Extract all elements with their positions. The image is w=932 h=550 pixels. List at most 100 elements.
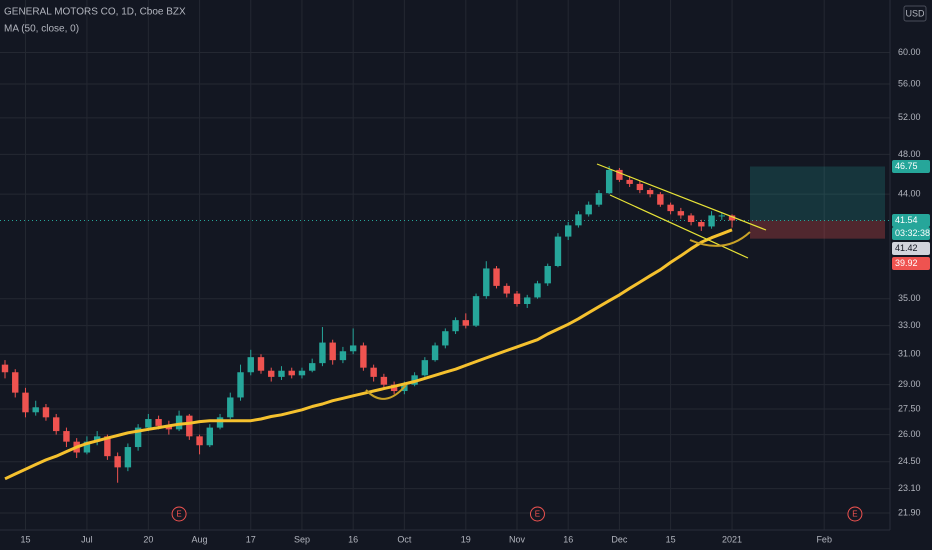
- candle-body: [349, 345, 357, 352]
- candle-body: [472, 296, 480, 326]
- x-tick-label: 17: [246, 534, 256, 544]
- candle-body: [196, 436, 203, 446]
- candle-body: [626, 179, 633, 184]
- earnings-marker[interactable]: [529, 506, 545, 522]
- y-tick-label: 26.00: [898, 429, 921, 439]
- candle-body: [513, 293, 521, 305]
- candle-body: [390, 384, 398, 392]
- y-tick-label: 35.00: [898, 293, 921, 303]
- candle-body: [104, 436, 111, 457]
- earnings-marker[interactable]: [847, 506, 863, 522]
- y-tick-label: 24.50: [898, 456, 921, 466]
- candle-body: [554, 236, 562, 267]
- earnings-label: E: [852, 510, 857, 519]
- candle-body: [83, 441, 91, 453]
- ma-legend: MA (50, close, 0): [4, 24, 79, 35]
- candle-body: [380, 376, 388, 385]
- y-tick-label: 21.90: [898, 507, 921, 517]
- arc-annotation: [689, 231, 751, 247]
- candle-body: [360, 345, 367, 368]
- price-tag: [892, 241, 930, 255]
- candle-body: [687, 215, 695, 223]
- currency-box[interactable]: [903, 5, 927, 22]
- y-tick-label: 33.00: [898, 320, 921, 330]
- x-tick-label: 19: [461, 534, 471, 544]
- candle-body: [431, 345, 439, 361]
- candle-body: [309, 363, 316, 371]
- candle-body: [503, 285, 510, 294]
- candle-body: [565, 225, 572, 237]
- earnings-marker[interactable]: [171, 506, 187, 522]
- candle-body: [145, 419, 152, 428]
- candle-body: [227, 397, 234, 418]
- candle-body: [186, 415, 193, 437]
- candle-body: [636, 183, 644, 191]
- candle-body: [1, 364, 9, 373]
- x-tick-label: Jul: [81, 534, 93, 544]
- x-tick-label: Sep: [294, 534, 310, 544]
- currency: USD: [905, 8, 925, 18]
- y-tick-label: 29.00: [898, 379, 921, 389]
- candle-body: [483, 268, 490, 297]
- candle-body: [534, 283, 541, 298]
- candle-body: [12, 372, 19, 393]
- candle-body: [646, 190, 654, 195]
- x-tick-label: Feb: [816, 534, 832, 544]
- candle-body: [442, 331, 449, 346]
- axes: 60.00 56.00 52.00 48.00 44.00 35.00 33.00 31.00…: [20, 47, 930, 545]
- chart-title: GENERAL MOTORS CO, 1D, Cboe BZX: [4, 7, 186, 18]
- candle-body: [165, 425, 173, 430]
- candle-body: [175, 415, 183, 430]
- x-tick-label: 2021: [722, 534, 742, 544]
- candle-body: [452, 320, 459, 332]
- candle-body: [237, 372, 244, 398]
- candle-body: [708, 215, 715, 227]
- y-tick-label: 60.00: [898, 47, 921, 57]
- y-tick-label: 48.00: [898, 149, 921, 159]
- x-tick-label: 15: [666, 534, 676, 544]
- y-tick-label: 56.00: [898, 78, 921, 88]
- x-tick-label: Aug: [192, 534, 208, 544]
- x-tick-label: Dec: [611, 534, 628, 544]
- candle-body: [42, 407, 50, 418]
- price-tag: [892, 256, 930, 270]
- candle-body: [298, 370, 306, 376]
- candle-body: [616, 169, 623, 180]
- price-tag: [892, 159, 930, 173]
- candle-body: [216, 417, 224, 428]
- candle-body: [206, 427, 213, 446]
- candle-body: [728, 215, 736, 221]
- price-tag: [892, 226, 930, 240]
- price-tag-label: 41.42: [895, 243, 918, 253]
- candle-body: [155, 419, 162, 426]
- candle-body: [677, 211, 685, 216]
- candle-body: [493, 268, 500, 286]
- y-tick-label: 52.00: [898, 112, 921, 122]
- candle-body: [329, 342, 336, 361]
- candle-body: [462, 320, 469, 326]
- candle-body: [667, 204, 674, 212]
- x-tick-label: Oct: [397, 534, 412, 544]
- candle-body: [247, 357, 254, 373]
- grid: [0, 0, 890, 530]
- y-tick-label: 27.50: [898, 403, 921, 413]
- channel-lower: [609, 194, 749, 259]
- y-tick-label: 44.00: [898, 189, 921, 199]
- candle-body: [32, 407, 39, 413]
- candle-body: [22, 392, 29, 413]
- price-tag-label: 03:32:38: [895, 228, 930, 238]
- earnings-label: E: [176, 510, 181, 519]
- candle-body: [114, 456, 121, 468]
- candle-body: [339, 351, 347, 361]
- candle-body: [268, 370, 275, 377]
- candle-body: [288, 370, 295, 376]
- candle-body: [585, 204, 592, 215]
- arc-annotation: [365, 384, 407, 400]
- candle-body: [63, 431, 70, 442]
- earnings-label: E: [535, 510, 540, 519]
- price-tag-label: 41.54: [895, 215, 918, 225]
- target-zone: [750, 166, 885, 221]
- x-tick-label: 16: [348, 534, 358, 544]
